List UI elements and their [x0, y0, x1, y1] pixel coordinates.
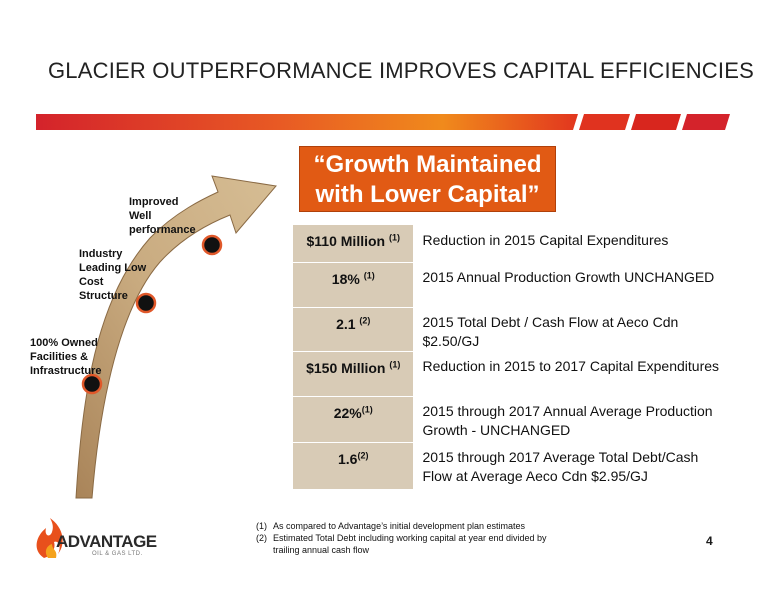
- footnote: (2) Estimated Total Debt including worki…: [256, 533, 547, 555]
- table-row: $150 Million (1) Reduction in 2015 to 20…: [293, 351, 729, 397]
- metric-value: 22%(1): [293, 396, 414, 443]
- metric-description: 2015 through 2017 Average Total Debt/Cas…: [422, 449, 699, 484]
- table-row: 18% (1) 2015 Annual Production Growth UN…: [293, 262, 729, 308]
- footnote: (1) As compared to Advantage’s initial d…: [256, 521, 525, 531]
- metrics-table: $110 Million (1) Reduction in 2015 Capit…: [293, 225, 729, 490]
- milestone-circle-3: [201, 234, 223, 256]
- metric-value: 18% (1): [293, 262, 414, 308]
- band-segment-2: [631, 114, 681, 130]
- metric-description: 2015 Total Debt / Cash Flow at Aeco Cdn …: [422, 314, 679, 349]
- step-label-low-cost: Industry Leading Low Cost Structure: [79, 248, 147, 302]
- milestone-circle-1: [81, 373, 103, 395]
- metric-description: Reduction in 2015 Capital Expenditures: [422, 232, 669, 248]
- metric-value: 1.6(2): [293, 442, 414, 490]
- band-main: [36, 114, 578, 130]
- table-row: 1.6(2) 2015 through 2017 Average Total D…: [293, 442, 729, 490]
- logo-subtitle: OIL & GAS LTD.: [92, 551, 143, 557]
- slide-title: GLACIER OUTPERFORMANCE IMPROVES CAPITAL …: [48, 58, 754, 83]
- footnotes: (1) As compared to Advantage’s initial d…: [256, 520, 573, 556]
- logo-name: ADVANTAGE: [56, 532, 157, 551]
- company-logo: ADVANTAGE OIL & GAS LTD.: [30, 518, 190, 560]
- metric-value: 2.1 (2): [293, 307, 414, 352]
- band-segment-3: [682, 114, 730, 130]
- band-segment-1: [579, 114, 630, 130]
- callout-box: “Growth Maintained with Lower Capital”: [299, 146, 556, 212]
- step-label-well-performance: Improved Well performance: [129, 196, 196, 236]
- callout-line-2: with Lower Capital”: [315, 181, 540, 208]
- metric-description: 2015 through 2017 Annual Average Product…: [422, 403, 713, 438]
- metric-value: $150 Million (1): [293, 351, 414, 397]
- metric-value: $110 Million (1): [293, 225, 414, 263]
- page-number: 4: [706, 534, 713, 548]
- metric-description: Reduction in 2015 to 2017 Capital Expend…: [422, 358, 720, 374]
- growth-arrow: [75, 175, 277, 499]
- metric-description: 2015 Annual Production Growth UNCHANGED: [422, 269, 715, 285]
- table-row: 22%(1) 2015 through 2017 Annual Average …: [293, 396, 729, 443]
- callout-line-1: “Growth Maintained: [313, 151, 542, 178]
- step-label-owned-facilities: 100% Owned Facilities & Infrastructure: [30, 337, 102, 377]
- arrow-body: [75, 175, 277, 499]
- flame-icon: [36, 518, 63, 558]
- table-row: $110 Million (1) Reduction in 2015 Capit…: [293, 225, 729, 263]
- milestone-circle-2: [135, 292, 157, 314]
- table-row: 2.1 (2) 2015 Total Debt / Cash Flow at A…: [293, 307, 729, 352]
